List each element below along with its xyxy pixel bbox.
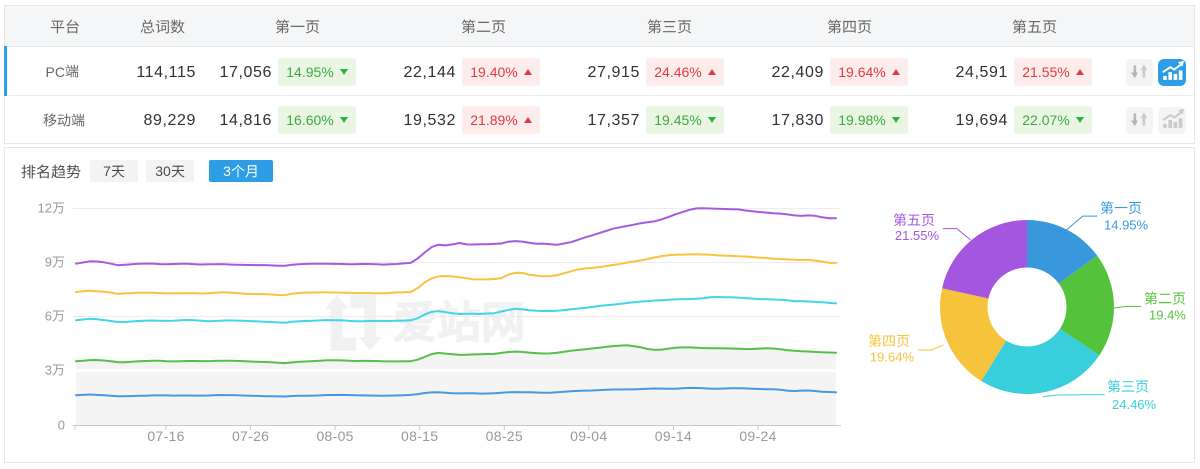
svg-text:24.46%: 24.46%	[1112, 397, 1157, 412]
svg-text:09-04: 09-04	[570, 428, 607, 444]
svg-text:08-25: 08-25	[486, 428, 523, 444]
svg-text:3: 3	[45, 363, 52, 378]
svg-text:19.64%: 19.64%	[870, 349, 915, 364]
svg-text:09-14: 09-14	[655, 428, 692, 444]
svg-text:14.95%: 14.95%	[1104, 218, 1149, 233]
svg-text:07-16: 07-16	[147, 428, 184, 444]
svg-text:08-15: 08-15	[401, 428, 438, 444]
svg-text:12: 12	[38, 201, 52, 216]
svg-text:07-26: 07-26	[232, 428, 269, 444]
svg-text:19.4%: 19.4%	[1149, 308, 1186, 323]
svg-text:09-24: 09-24	[739, 428, 776, 444]
svg-text:0: 0	[58, 418, 65, 433]
svg-text:9: 9	[45, 255, 52, 270]
svg-text:6: 6	[45, 309, 52, 324]
svg-text:21.55%: 21.55%	[895, 228, 940, 243]
svg-text:08-05: 08-05	[316, 428, 353, 444]
